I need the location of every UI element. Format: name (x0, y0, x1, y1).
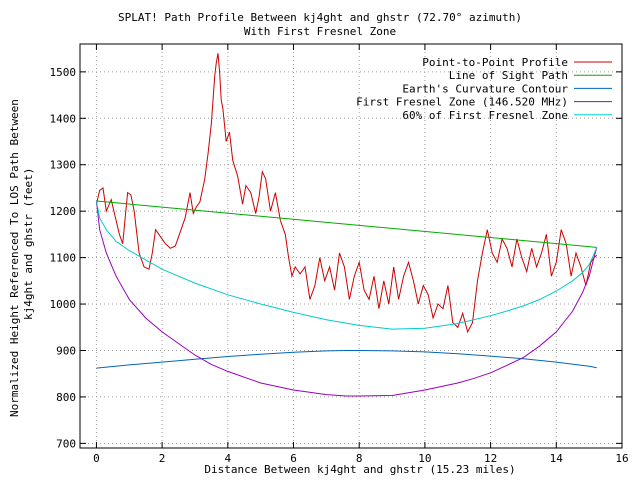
y-tick-label: 1100 (50, 252, 77, 265)
legend-label: First Fresnel Zone (146.520 MHz) (356, 96, 568, 109)
chart-title: SPLAT! Path Profile Between kj4ght and g… (118, 11, 522, 24)
x-tick-label: 0 (93, 452, 100, 465)
plot-frame (79, 43, 623, 449)
y-tick-label: 700 (56, 437, 76, 450)
x-tick-label: 4 (225, 452, 232, 465)
y-tick-label: 1400 (50, 112, 77, 125)
x-tick-label: 2 (159, 452, 166, 465)
y-axis-label-line-1: Normalized Height Referenced To LOS Path… (8, 99, 21, 417)
x-tick-label: 14 (550, 452, 564, 465)
y-tick-label: 900 (56, 344, 76, 357)
y-tick-label: 800 (56, 391, 76, 404)
x-axis-label: Distance Between kj4ght and ghstr (15.23… (204, 463, 516, 476)
y-tick-label: 1200 (50, 205, 77, 218)
legend-label: Line of Sight Path (449, 69, 568, 82)
y-tick-label: 1500 (50, 66, 77, 79)
legend-label: Earth's Curvature Contour (402, 82, 568, 95)
series-line-point-to-point-profile (95, 53, 598, 334)
x-tick-label: 12 (484, 452, 497, 465)
axis-ticks: 0 2 4 6 8 10 12 14 16 700 800 900 1000 1100 1200 1300 14… (50, 44, 629, 465)
y-axis-label-line-2: kj4ght and ghstr (feet) (22, 167, 35, 320)
legend-label: 60% of First Fresnel Zone (402, 109, 568, 122)
series-lines (95, 53, 598, 397)
series-line-60-of-first-fresnel-zone (95, 200, 598, 330)
series-line-earth-s-curvature-contour (96, 350, 597, 369)
chart-subtitle: With First Fresnel Zone (243, 25, 397, 38)
series-line-first-fresnel-zone-146-520-mhz (95, 200, 598, 397)
x-tick-label: 6 (290, 452, 297, 465)
x-tick-label: 8 (356, 452, 363, 465)
y-tick-label: 1000 (50, 298, 77, 311)
legend-label: Point-to-Point Profile (422, 56, 568, 69)
x-tick-label: 16 (615, 452, 628, 465)
x-tick-label: 10 (418, 452, 431, 465)
y-tick-label: 1300 (50, 159, 77, 172)
series-line-line-of-sight-path (96, 200, 597, 248)
